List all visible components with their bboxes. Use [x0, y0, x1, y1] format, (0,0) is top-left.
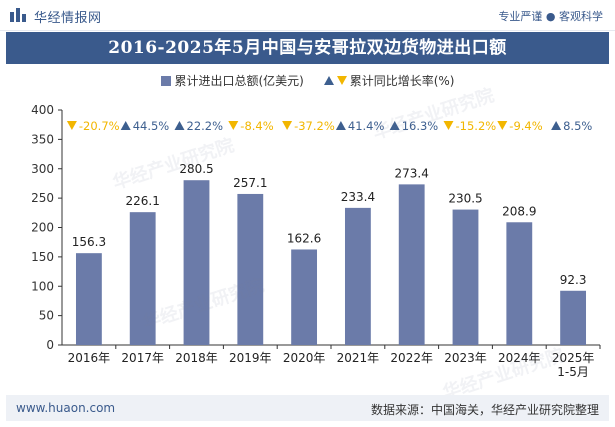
bar-value-label: 280.5	[179, 162, 213, 176]
site-url: www.huaon.com	[16, 401, 116, 415]
bar-value-label: 156.3	[72, 235, 106, 249]
growth-rate-label: 8.5%	[563, 119, 592, 133]
x-tick-label: 2016年	[68, 351, 111, 365]
x-tick-label: 2022年	[390, 351, 433, 365]
x-tick-label: 2020年	[283, 351, 326, 365]
growth-up-icon	[389, 121, 400, 130]
bar	[560, 290, 587, 345]
bar-value-label: 257.1	[233, 176, 267, 190]
chart-title: 2016-2025年5月中国与安哥拉双边货物进出口额	[108, 38, 507, 58]
legend-label-total: 累计进出口总额(亿美元)	[174, 74, 304, 88]
bar-value-label: 273.4	[395, 166, 429, 180]
bar-value-label: 230.5	[448, 192, 482, 206]
x-tick-label: 2021年	[337, 351, 380, 365]
y-tick-label: 0	[46, 338, 54, 352]
bar-value-label: 162.6	[287, 231, 321, 245]
growth-rate-label: -8.4%	[240, 119, 273, 133]
growth-rate-label: -37.2%	[294, 119, 335, 133]
title-bar: 2016-2025年5月中国与安哥拉双边货物进出口额	[6, 32, 609, 64]
brand-logo-icon	[10, 8, 26, 22]
x-tick-label: 1-5月	[557, 365, 589, 379]
x-tick-label: 2024年	[498, 351, 541, 365]
growth-down-icon	[66, 121, 77, 130]
growth-up-icon	[335, 121, 346, 130]
y-tick-label: 50	[39, 309, 54, 323]
y-tick-label: 300	[31, 162, 54, 176]
growth-rate-label: 16.3%	[402, 119, 439, 133]
y-tick-label: 350	[31, 132, 54, 146]
y-tick-label: 150	[31, 250, 54, 264]
bar	[129, 212, 156, 345]
x-tick-label: 2025年	[552, 351, 595, 365]
legend-item-total: 累计进出口总额(亿美元)	[160, 72, 304, 89]
legend-triangle-icon	[323, 76, 347, 85]
growth-rate-label: 44.5%	[133, 119, 170, 133]
bar-value-label: 92.3	[560, 273, 587, 287]
growth-rate-label: -20.7%	[79, 119, 120, 133]
y-tick-label: 200	[31, 221, 54, 235]
bar-value-label: 233.4	[341, 190, 375, 204]
x-tick-label: 2019年	[229, 351, 272, 365]
tagline: 专业严谨 ● 客观科学	[498, 10, 603, 23]
growth-rate-label: -9.4%	[509, 119, 542, 133]
growth-down-icon	[497, 121, 508, 130]
bar-chart: 0 50 100 150 200 250 300 350 400 2016年 156.3 -20.7%…	[31, 103, 601, 379]
bar	[237, 193, 264, 345]
bar	[344, 207, 371, 345]
footer-bar: www.huaon.com 数据来源：中国海关，华经产业研究院整理	[6, 395, 609, 421]
x-tick-label: 2023年	[444, 351, 487, 365]
legend-bar-swatch-icon	[160, 76, 171, 86]
growth-rate-label: -15.2%	[456, 119, 497, 133]
bar	[506, 222, 533, 345]
growth-up-icon	[120, 121, 131, 130]
bar	[291, 249, 318, 345]
growth-down-icon	[443, 121, 454, 130]
growth-rate-label: 41.4%	[348, 119, 385, 133]
y-tick-label: 100	[31, 279, 54, 293]
legend-item-growth: 累计同比增长率(%)	[323, 72, 455, 89]
growth-down-icon	[228, 121, 239, 130]
growth-down-icon	[282, 121, 293, 130]
top-bar: 华经情报网 专业严谨 ● 客观科学	[0, 0, 615, 31]
bar	[183, 180, 210, 345]
legend-label-growth: 累计同比增长率(%)	[349, 74, 455, 88]
bar-value-label: 226.1	[126, 194, 160, 208]
growth-rate-label: 22.2%	[187, 119, 224, 133]
chart-legend: 累计进出口总额(亿美元) 累计同比增长率(%)	[0, 72, 615, 89]
y-tick-label: 250	[31, 191, 54, 205]
growth-up-icon	[174, 121, 185, 130]
data-source: 数据来源：中国海关，华经产业研究院整理	[370, 403, 599, 417]
brand-name: 华经情报网	[34, 11, 102, 26]
y-tick-label: 400	[31, 103, 54, 117]
bar	[398, 184, 425, 345]
bar	[75, 253, 102, 345]
bar-value-label: 208.9	[502, 204, 536, 218]
growth-up-icon	[551, 121, 562, 130]
x-tick-label: 2018年	[175, 351, 218, 365]
x-tick-label: 2017年	[121, 351, 164, 365]
bar	[452, 209, 479, 345]
